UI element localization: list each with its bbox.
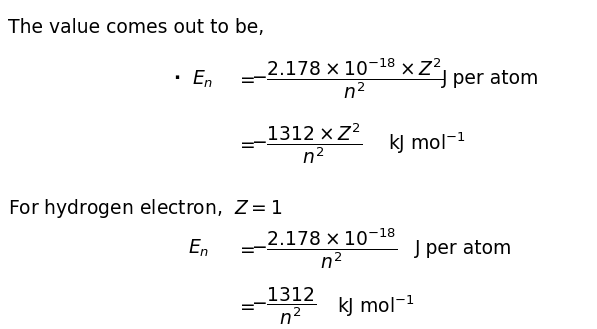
- Text: $-\dfrac{2.178 \times 10^{-18}}{n^2}$: $-\dfrac{2.178 \times 10^{-18}}{n^2}$: [251, 226, 398, 271]
- Text: $=$: $=$: [236, 134, 256, 153]
- Text: The value comes out to be,: The value comes out to be,: [8, 18, 264, 37]
- Text: For hydrogen electron,  $Z = 1$: For hydrogen electron, $Z = 1$: [8, 197, 282, 220]
- Text: $=$: $=$: [236, 296, 256, 316]
- Text: $=$: $=$: [236, 69, 256, 89]
- Text: $=$: $=$: [236, 239, 256, 258]
- Text: $-\dfrac{2.178 \times 10^{-18} \times Z^2}{n^2}$: $-\dfrac{2.178 \times 10^{-18} \times Z^…: [251, 57, 444, 101]
- Text: $-\dfrac{1312 \times Z^2}{n^2}$: $-\dfrac{1312 \times Z^2}{n^2}$: [251, 121, 362, 165]
- Text: $-\dfrac{1312}{n^2}$: $-\dfrac{1312}{n^2}$: [251, 285, 316, 327]
- Text: J per atom: J per atom: [442, 69, 539, 89]
- Text: $E_n$: $E_n$: [188, 238, 210, 259]
- Text: J per atom: J per atom: [415, 239, 512, 258]
- Text: $\mathbf{\cdot}$  $E_n$: $\mathbf{\cdot}$ $E_n$: [173, 68, 214, 89]
- Text: kJ mol$^{-1}$: kJ mol$^{-1}$: [388, 130, 466, 156]
- Text: kJ mol$^{-1}$: kJ mol$^{-1}$: [337, 293, 415, 319]
